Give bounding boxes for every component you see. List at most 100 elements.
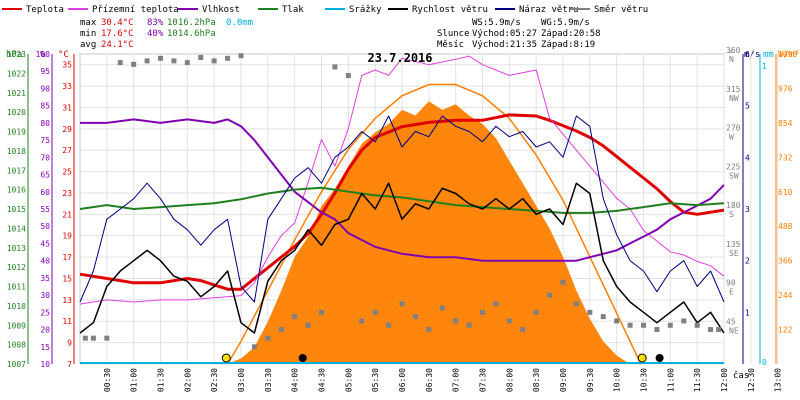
rain-tick: 1 (762, 62, 767, 71)
x-tick-label: 02:00 (183, 368, 192, 392)
direction-name: N (729, 55, 734, 64)
humidity-tick: 70 (40, 153, 50, 162)
humidity-tick: 95 (40, 67, 50, 76)
x-axis-label: čas (733, 370, 749, 381)
legend-label: Přízemní teplota (92, 5, 179, 15)
wind-direction-point (386, 322, 392, 328)
humidity-tick: 60 (40, 188, 50, 197)
wind-direction-point (506, 318, 512, 324)
temperature-tick: 7 (67, 360, 72, 369)
humidity-tick: 90 (40, 84, 50, 93)
wind-direction-point (251, 344, 257, 350)
series-line-vlhkost (80, 118, 725, 262)
humidity-tick: 10 (40, 360, 50, 369)
x-tick-label: 03:30 (264, 368, 273, 392)
sun-label: Slunce (437, 29, 470, 39)
pressure-tick: 1021 (7, 89, 26, 98)
direction-name: E (729, 288, 734, 297)
wind-tick: 2 (745, 257, 750, 266)
moon-icon (655, 354, 664, 362)
humidity-tick: 45 (40, 239, 50, 248)
wind-tick: 1 (745, 308, 750, 317)
wind-direction-point (184, 60, 190, 66)
temperature-tick: 15 (62, 274, 72, 283)
humidity-tick: 85 (40, 102, 50, 111)
pressure-tick: 1019 (7, 128, 26, 137)
x-tick-label: 06:30 (425, 368, 434, 392)
humidity-tick: 35 (40, 274, 50, 283)
direction-tick: 135 (726, 240, 741, 249)
stats-min-press: 1014.6hPa (167, 29, 216, 39)
series-line-rychlost-v-tru (79, 182, 725, 334)
wind-direction-point (345, 73, 351, 79)
wind-direction-point (654, 327, 660, 333)
wind-tick: 5 (745, 102, 750, 111)
pressure-tick: 1008 (7, 341, 26, 350)
stats-max-label: max (80, 18, 97, 28)
temperature-tick: 19 (62, 232, 72, 241)
wind-direction-point (560, 279, 566, 285)
humidity-tick: 25 (40, 308, 50, 317)
wind-direction-point (90, 335, 96, 341)
temperature-tick: 17 (62, 253, 72, 262)
temperature-tick: 13 (62, 296, 72, 305)
x-tick-label: 01:00 (130, 368, 139, 392)
wind-direction-point (412, 314, 418, 320)
x-tick-label: 10:30 (640, 368, 649, 392)
x-tick-label: 08:00 (505, 368, 514, 392)
wind-direction-point (359, 318, 365, 324)
radiation-tick: 366 (778, 257, 793, 266)
humidity-tick: 15 (40, 343, 50, 352)
legend-label: Tlak (282, 5, 304, 15)
stats-min-temp: 17.6°C (101, 29, 134, 39)
wind-direction-point (716, 327, 722, 333)
x-tick-label: 00:30 (103, 368, 112, 392)
wind-direction-point (198, 54, 204, 60)
wind-tick: 3 (745, 205, 750, 214)
humidity-tick: 30 (40, 291, 50, 300)
direction-name: NW (729, 94, 739, 103)
direction-tick: 90 (726, 279, 736, 288)
wind-direction-point (265, 335, 271, 341)
rain-tick: 0 (762, 358, 767, 367)
x-tick-label: 07:30 (479, 368, 488, 392)
wind-tick: 6 (745, 50, 750, 59)
humidity-tick: 65 (40, 171, 50, 180)
wind-direction-point (520, 327, 526, 333)
wind-direction-point (533, 309, 539, 315)
x-tick-label: 12:30 (747, 368, 756, 392)
legend-label: Vlhkost (202, 5, 240, 15)
pressure-tick: 1016 (7, 186, 26, 195)
pressure-tick: 1022 (7, 69, 26, 78)
wind-direction-point (399, 301, 405, 307)
direction-tick: 45 (726, 317, 736, 326)
wind-direction-point (439, 305, 445, 311)
wind-direction-point (211, 58, 217, 64)
sun-icon (221, 353, 231, 363)
temperature-tick: 35 (62, 61, 72, 70)
direction-name: W (729, 133, 734, 142)
wind-direction-point (82, 335, 88, 341)
radiation-tick: 732 (778, 153, 793, 162)
stats-min-label: min (80, 29, 96, 39)
pressure-tick: 1011 (7, 283, 26, 292)
astro-markers (221, 353, 664, 363)
wind-tick: 4 (745, 153, 750, 162)
wind-direction-point (667, 322, 673, 328)
temperature-tick: 29 (62, 125, 72, 134)
wind-direction-point (319, 309, 324, 315)
wind-direction-point (453, 318, 459, 324)
moonrise-text: Východ:21:35 (472, 40, 537, 50)
x-tick-label: 01:30 (157, 368, 166, 392)
pressure-tick: 1014 (7, 224, 26, 233)
wind-direction-point (694, 322, 700, 328)
wind-direction-point (493, 301, 499, 307)
sun-icon (637, 353, 647, 363)
direction-name: SW (729, 171, 739, 180)
pressure-tick: 1009 (7, 321, 26, 330)
wind-direction-point (480, 309, 485, 315)
radiation-tick: 1098 (778, 50, 797, 59)
legend-label: Směr větru (594, 5, 648, 15)
radiation-tick: 854 (778, 119, 793, 128)
